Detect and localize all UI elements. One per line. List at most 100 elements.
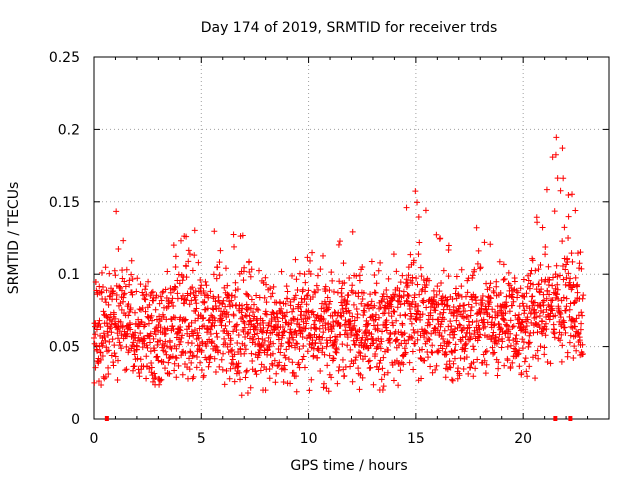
data-point — [512, 312, 519, 319]
data-point — [477, 265, 484, 272]
data-point — [144, 344, 151, 351]
data-point — [188, 359, 195, 366]
data-point — [288, 342, 295, 349]
data-point — [468, 304, 475, 311]
data-point — [417, 316, 424, 323]
data-point — [417, 332, 424, 339]
data-point — [177, 338, 184, 345]
data-point — [265, 334, 272, 341]
data-point — [170, 302, 177, 309]
data-point — [314, 312, 321, 319]
data-point — [364, 321, 371, 328]
data-point — [259, 329, 266, 336]
data-point — [482, 370, 489, 377]
data-point — [559, 238, 566, 245]
data-point — [293, 332, 300, 339]
data-point — [344, 334, 351, 341]
data-points — [91, 134, 587, 399]
data-point — [536, 289, 543, 296]
data-point — [461, 302, 468, 309]
data-point — [386, 339, 393, 346]
data-point — [539, 224, 546, 231]
data-point — [457, 322, 464, 329]
data-point — [234, 339, 241, 346]
data-point — [501, 362, 508, 369]
data-point — [402, 349, 409, 356]
data-point — [466, 324, 473, 331]
data-point — [553, 262, 560, 269]
data-point — [189, 267, 196, 274]
data-point — [117, 342, 124, 349]
data-point — [563, 274, 570, 281]
data-point — [505, 269, 512, 276]
data-point — [281, 312, 288, 319]
data-point — [536, 312, 543, 319]
data-point — [173, 374, 180, 381]
data-point — [271, 357, 278, 364]
data-point — [188, 297, 195, 304]
data-point — [123, 366, 130, 373]
data-point — [125, 312, 132, 319]
data-point — [248, 266, 255, 273]
data-point — [270, 309, 277, 316]
data-point — [231, 378, 238, 385]
data-point — [278, 340, 285, 347]
data-point — [381, 371, 388, 378]
data-point — [408, 320, 415, 327]
data-point — [176, 280, 183, 287]
data-point — [451, 331, 458, 338]
data-point — [148, 289, 155, 296]
data-point — [150, 335, 157, 342]
data-point — [231, 351, 238, 358]
data-point — [462, 333, 469, 340]
data-point — [132, 329, 139, 336]
data-point — [291, 315, 298, 322]
data-point — [561, 324, 568, 331]
data-point — [148, 369, 155, 376]
data-point — [179, 332, 186, 339]
data-point — [195, 332, 202, 339]
data-point — [546, 276, 553, 283]
data-point — [564, 258, 571, 265]
data-point — [360, 307, 367, 314]
data-point — [446, 364, 453, 371]
data-point — [410, 326, 417, 333]
data-point — [324, 362, 331, 369]
data-point — [573, 315, 580, 322]
data-point — [418, 375, 425, 382]
data-point — [261, 294, 268, 301]
y-tick-label: 0.25 — [49, 50, 80, 66]
data-point — [429, 369, 436, 376]
data-point — [304, 254, 311, 261]
data-point — [338, 285, 345, 292]
data-point — [326, 301, 333, 308]
data-point — [375, 267, 382, 274]
y-tick-label: 0.15 — [49, 195, 80, 211]
data-point — [212, 368, 219, 375]
data-point — [326, 352, 333, 359]
data-point — [188, 340, 195, 347]
data-point — [376, 360, 383, 367]
data-point — [482, 306, 489, 313]
data-point — [399, 272, 406, 279]
data-point — [390, 308, 397, 315]
data-point — [379, 365, 386, 372]
data-point — [369, 313, 376, 320]
data-point — [476, 334, 483, 341]
data-point — [422, 328, 429, 335]
data-point — [102, 373, 109, 380]
data-point — [526, 332, 533, 339]
data-point — [199, 315, 206, 322]
data-point — [438, 333, 445, 340]
x-tick-label: 10 — [300, 431, 318, 447]
data-point — [247, 317, 254, 324]
data-point — [515, 311, 522, 318]
axis-ticks: 0 5 10 15 20 0 0.05 0.1 0.15 0.2 0.25 — [49, 50, 609, 447]
data-point — [287, 302, 294, 309]
data-gap-markers — [104, 416, 573, 421]
data-point — [172, 284, 179, 291]
data-point — [246, 318, 253, 325]
data-point — [104, 332, 111, 339]
data-point — [514, 294, 521, 301]
